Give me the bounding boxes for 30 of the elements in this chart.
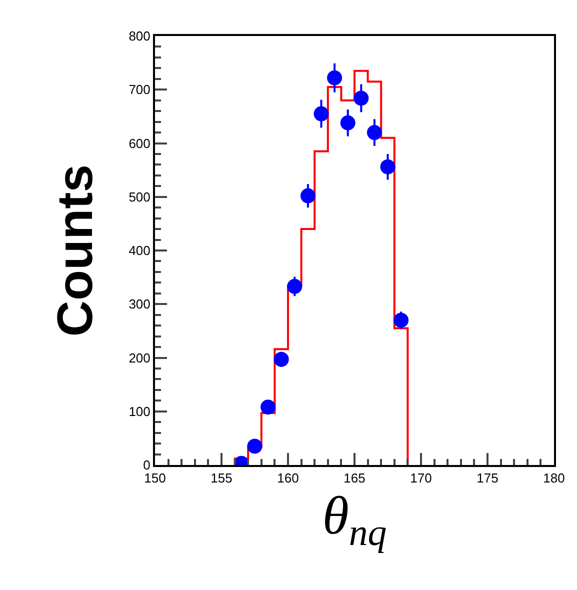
y-axis-title: Counts <box>47 164 104 337</box>
x-tick-label: 155 <box>210 470 232 486</box>
point <box>314 106 329 122</box>
y-tick-label: 200 <box>128 350 150 366</box>
point <box>327 70 342 86</box>
x-tick-label: 170 <box>410 470 432 486</box>
x-tick-label: 160 <box>277 470 299 486</box>
y-tick-label: 700 <box>128 82 150 98</box>
y-tick-label: 0 <box>143 458 150 473</box>
y-tick-label: 100 <box>128 404 150 419</box>
point <box>274 352 289 367</box>
x-tick-label: 150 <box>144 470 166 486</box>
point <box>287 278 302 294</box>
y-tick-label: 800 <box>128 28 150 44</box>
y-tick-label: 500 <box>128 189 150 204</box>
point <box>340 115 356 130</box>
y-tick-label: 400 <box>128 243 150 258</box>
x-tick-label: 180 <box>543 470 565 486</box>
point <box>394 312 409 328</box>
point <box>247 438 262 454</box>
y-tick-label: 600 <box>128 136 150 151</box>
point <box>354 90 369 106</box>
x-tick-label: 165 <box>344 470 366 486</box>
x-tick-label: 175 <box>476 470 498 486</box>
point <box>380 159 396 174</box>
point <box>260 400 276 415</box>
point <box>366 125 382 140</box>
y-tick-label: 300 <box>128 296 150 312</box>
point <box>300 188 316 204</box>
x-axis-title: θ$_{nq}$ <box>322 486 387 554</box>
